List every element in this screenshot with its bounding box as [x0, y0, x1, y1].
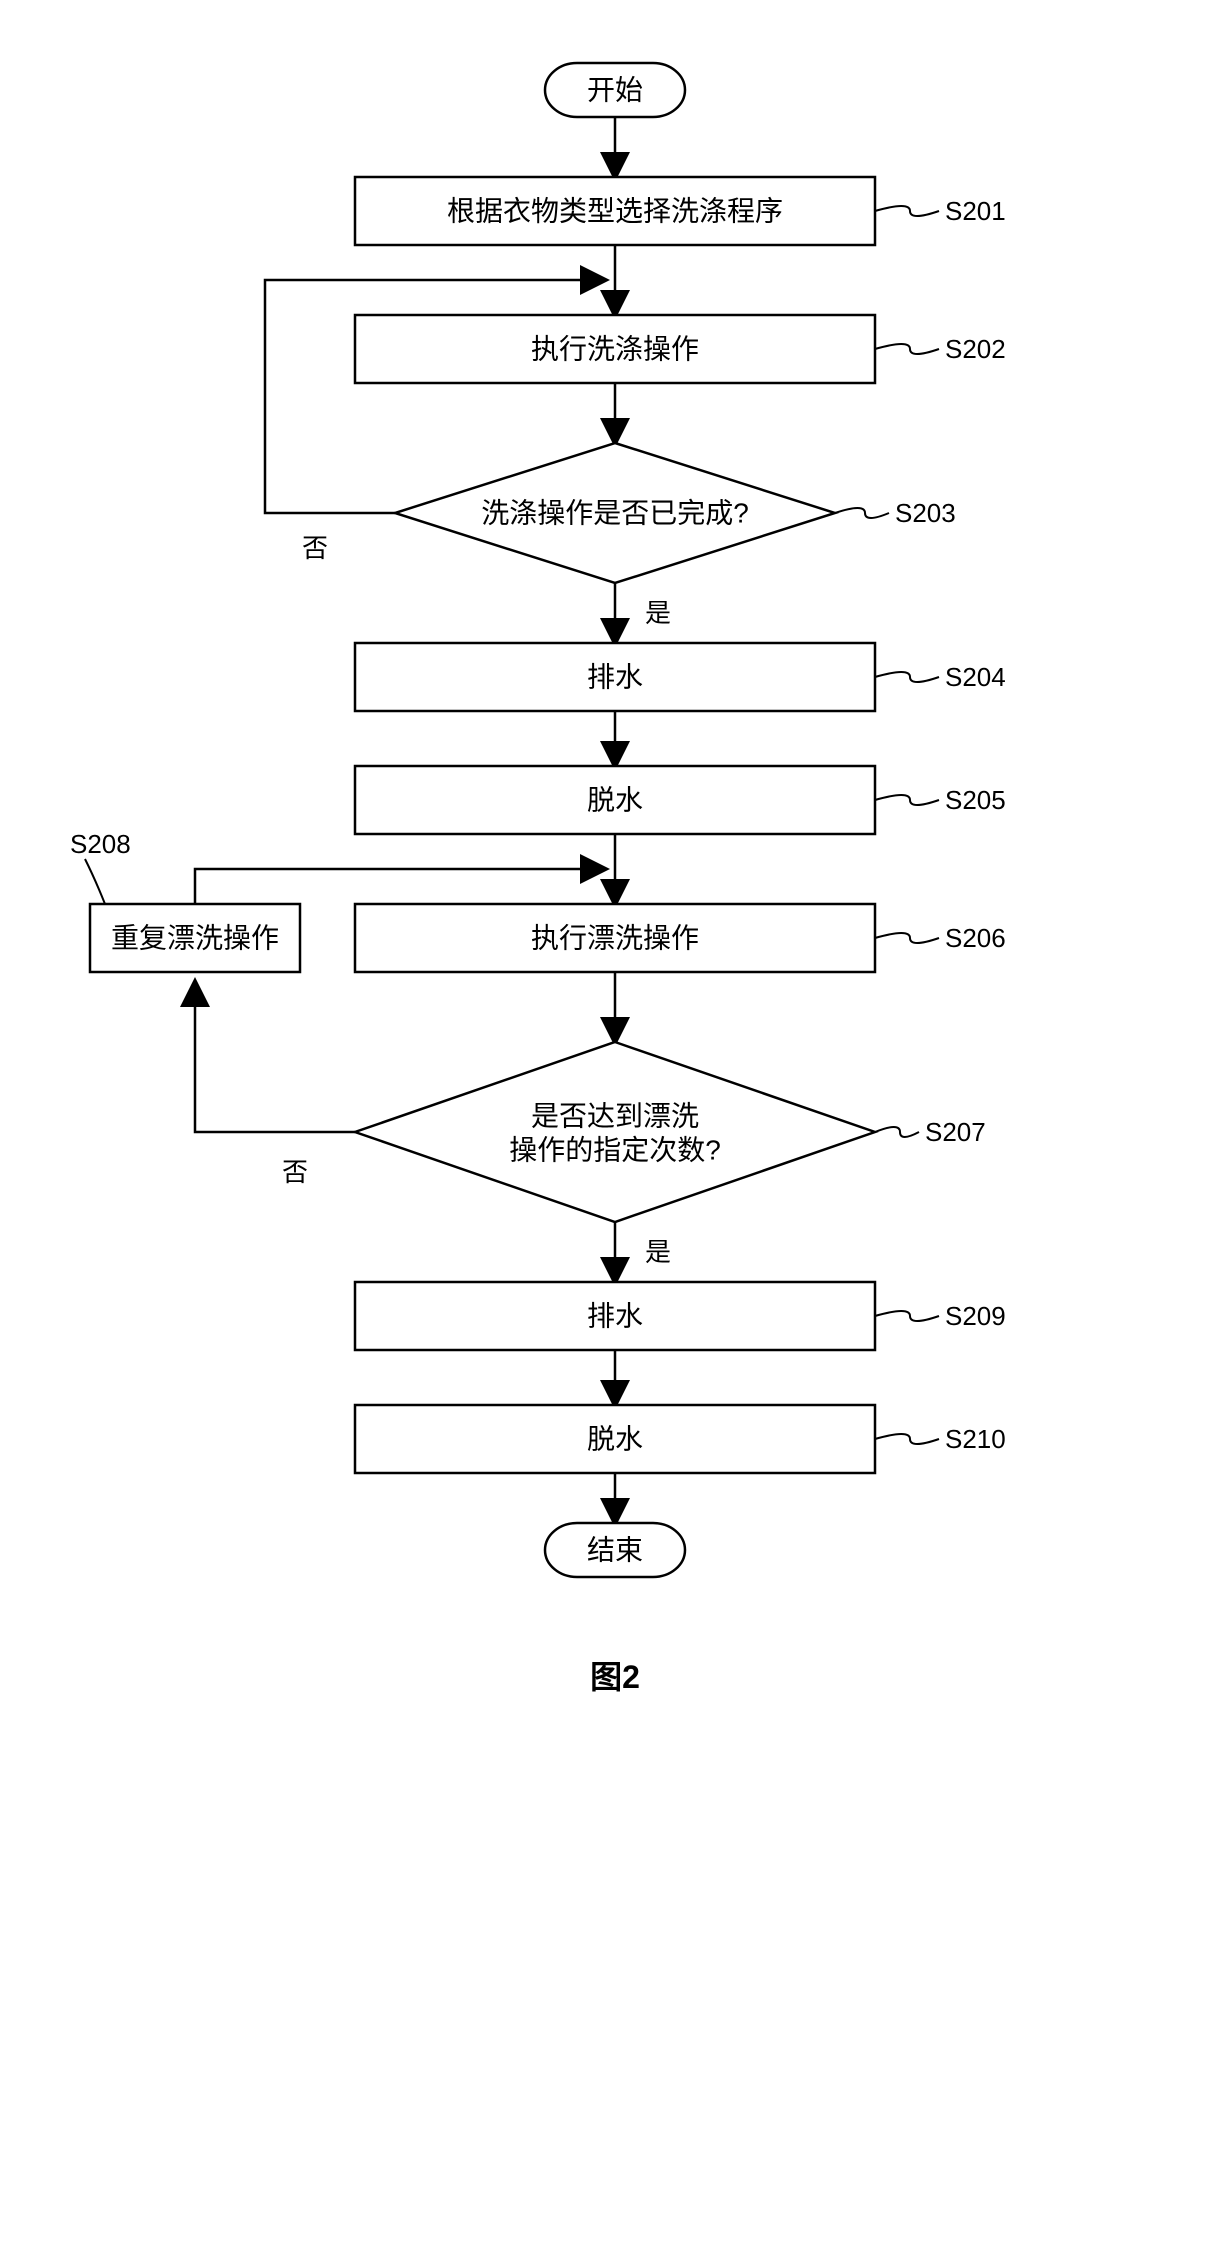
branch-s207-no: 否	[281, 1157, 307, 1187]
s204-label: S204	[945, 662, 1006, 692]
branch-s207-yes: 是	[645, 1237, 671, 1267]
s210-label-connector	[875, 1434, 939, 1444]
s205-box-text: 脱水	[586, 785, 642, 816]
branch-s203-no: 否	[301, 533, 327, 563]
s207-diamond-text2: 操作的指定次数?	[509, 1135, 721, 1166]
s201-box-text: 根据衣物类型选择洗涤程序	[446, 196, 782, 227]
s209-box-text: 排水	[586, 1301, 642, 1332]
s206-label-connector	[875, 933, 939, 943]
arrow-s208-merge	[195, 869, 605, 904]
s207-label-connector	[875, 1127, 919, 1137]
s205-label-connector	[875, 795, 939, 805]
s209-label-connector	[875, 1311, 939, 1321]
start-terminal-text: 开始	[586, 75, 642, 106]
s202-label-connector	[875, 344, 939, 354]
figure-caption: 图2	[590, 1659, 640, 1695]
s204-label-connector	[875, 672, 939, 682]
s210-box-text: 脱水	[586, 1424, 642, 1455]
branch-s203-yes: 是	[645, 598, 671, 628]
s203-label-connector	[835, 508, 889, 518]
s206-label: S206	[945, 923, 1006, 953]
s201-label-connector	[875, 206, 939, 216]
s207-diamond-text1: 是否达到漂洗	[530, 1101, 698, 1132]
end-terminal-text: 结束	[586, 1535, 642, 1566]
s204-box-text: 排水	[586, 662, 642, 693]
s207-label: S207	[925, 1117, 986, 1147]
s203-label: S203	[895, 498, 956, 528]
s209-label: S209	[945, 1301, 1006, 1331]
s203-diamond-text: 洗涤操作是否已完成?	[481, 498, 749, 529]
arrow-s207-no	[195, 982, 355, 1132]
s201-label: S201	[945, 196, 1006, 226]
s202-label: S202	[945, 334, 1006, 364]
s208-label: S208	[70, 829, 131, 859]
s205-label: S205	[945, 785, 1006, 815]
s202-box-text: 执行洗涤操作	[530, 334, 698, 365]
s208-label-connector	[85, 859, 105, 904]
s208-box-text: 重复漂洗操作	[110, 923, 278, 954]
s210-label: S210	[945, 1424, 1006, 1454]
s207-diamond	[355, 1042, 875, 1222]
s206-box-text: 执行漂洗操作	[530, 923, 698, 954]
